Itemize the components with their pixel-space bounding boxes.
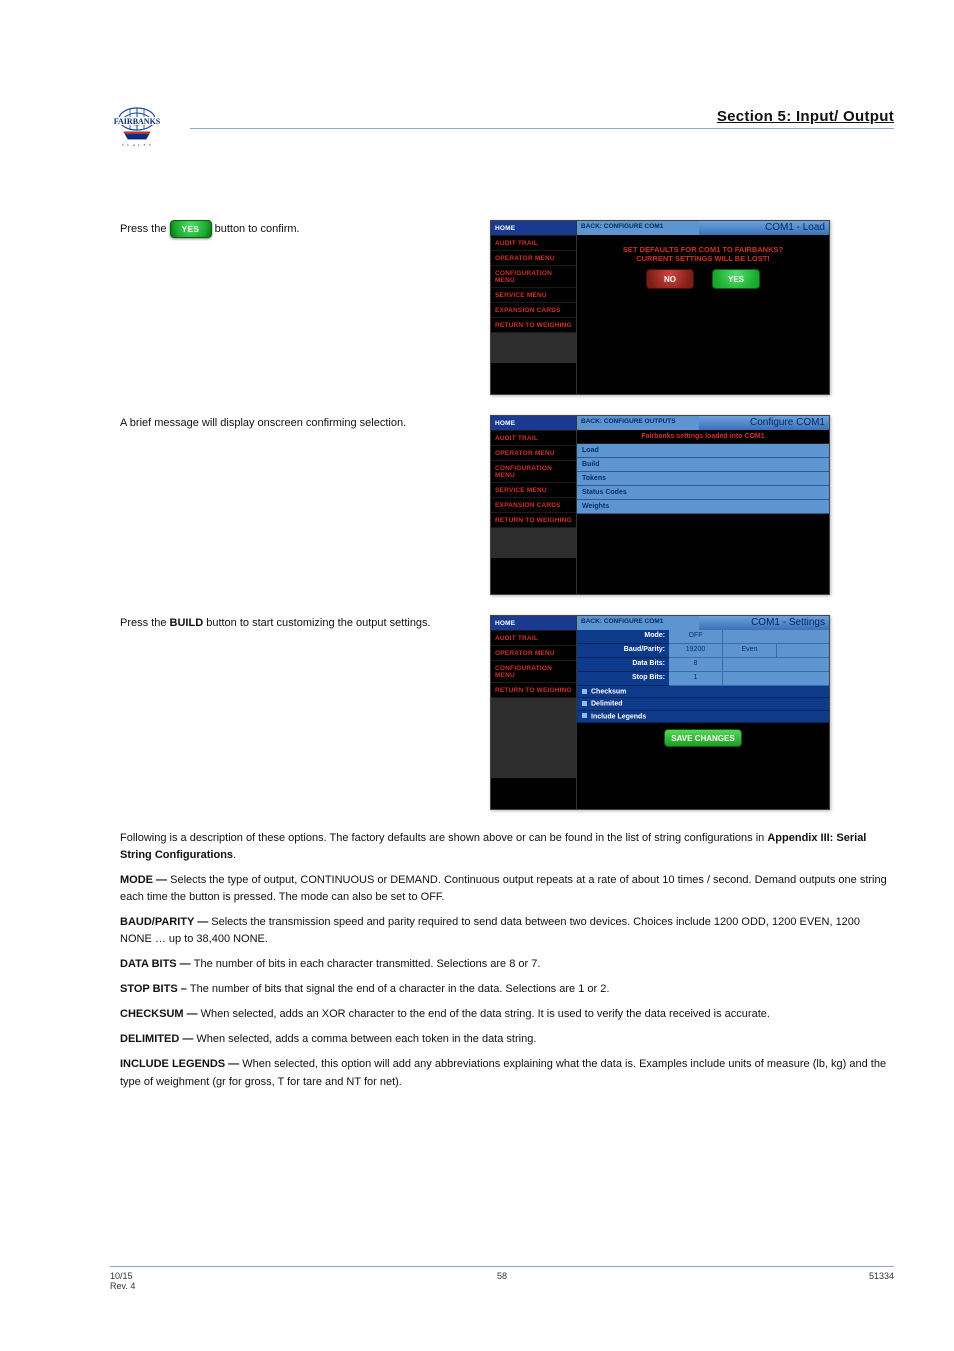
side-expansion[interactable]: EXPANSION CARDS [491,303,576,318]
side-config[interactable]: CONFIGURATION MENU [491,661,576,683]
side-operator[interactable]: OPERATOR MENU [491,251,576,266]
field-parity-value[interactable]: Even [723,644,777,658]
list-item-load[interactable]: Load [577,444,829,458]
screen-title: COM1 - Settings [699,616,829,630]
instruction-2: A brief message will display onscreen co… [120,415,490,432]
side-audit[interactable]: AUDIT TRAIL [491,431,576,446]
side-audit[interactable]: AUDIT TRAIL [491,631,576,646]
warn-line-2: CURRENT SETTINGS WILL BE LOST! [583,254,823,263]
device-screenshot-2: HOME AUDIT TRAIL OPERATOR MENU CONFIGURA… [490,415,830,595]
list-item-build[interactable]: Build [577,458,829,472]
list-item-status[interactable]: Status Codes [577,486,829,500]
side-expansion[interactable]: EXPANSION CARDS [491,498,576,513]
instruction-1-after: button to confirm. [215,223,300,235]
field-stopbits-value[interactable]: 1 [669,672,723,686]
check-delimited[interactable]: Delimited [577,698,829,710]
fairbanks-logo: FAIRBANKS S C A L E S [110,104,165,149]
footer-rev: Rev. 4 [110,1281,135,1291]
body-text: Following is a description of these opti… [120,830,894,1091]
save-changes-button[interactable]: SAVE CHANGES [664,729,741,747]
list-item-weights[interactable]: Weights [577,500,829,514]
side-home[interactable]: HOME [491,416,576,431]
field-databits-value[interactable]: 8 [669,658,723,672]
screen-title: Configure COM1 [699,416,829,430]
footer-date: 10/15 [110,1271,133,1281]
section-title: Section 5: Input/ Output [717,108,894,125]
instruction-1: Press the YES button to confirm. [120,220,490,238]
status-banner: Fairbanks settings loaded into COM1 [577,430,829,444]
footer-page: 58 [497,1271,507,1281]
warn-line-1: SET DEFAULTS FOR COM1 TO FAIRBANKS? [583,245,823,254]
side-return[interactable]: RETURN TO WEIGHING [491,683,576,698]
instruction-1-before: Press the [120,223,170,235]
back-button[interactable]: BACK: CONFIGURE COM1 [577,616,699,630]
side-service[interactable]: SERVICE MENU [491,288,576,303]
check-checksum[interactable]: Checksum [577,686,829,698]
yes-button[interactable]: YES [712,269,760,289]
list-item-tokens[interactable]: Tokens [577,472,829,486]
header-rule [190,128,894,129]
field-baud-label: Baud/Parity: [577,644,669,658]
field-baud-value[interactable]: 19200 [669,644,723,658]
yes-pill-icon: YES [170,220,212,238]
footer-doc: 51334 [869,1271,894,1281]
side-return[interactable]: RETURN TO WEIGHING [491,318,576,333]
svg-text:S C A L E S: S C A L E S [122,143,152,147]
device-screenshot-3: HOME AUDIT TRAIL OPERATOR MENU CONFIGURA… [490,615,830,810]
side-home[interactable]: HOME [491,221,576,236]
side-operator[interactable]: OPERATOR MENU [491,646,576,661]
field-databits-label: Data Bits: [577,658,669,672]
side-service[interactable]: SERVICE MENU [491,483,576,498]
field-mode-value[interactable]: OFF [669,630,723,644]
no-button[interactable]: NO [646,269,694,289]
screen-title: COM1 - Load [699,221,829,235]
side-operator[interactable]: OPERATOR MENU [491,446,576,461]
side-config[interactable]: CONFIGURATION MENU [491,461,576,483]
side-audit[interactable]: AUDIT TRAIL [491,236,576,251]
back-button[interactable]: BACK: CONFIGURE OUTPUTS [577,416,699,430]
check-legends[interactable]: Include Legends [577,711,829,723]
side-config[interactable]: CONFIGURATION MENU [491,266,576,288]
back-button[interactable]: BACK: CONFIGURE COM1 [577,221,699,235]
svg-text:FAIRBANKS: FAIRBANKS [114,117,161,126]
side-return[interactable]: RETURN TO WEIGHING [491,513,576,528]
side-home[interactable]: HOME [491,616,576,631]
device-screenshot-1: HOME AUDIT TRAIL OPERATOR MENU CONFIGURA… [490,220,830,395]
instruction-3: Press the BUILD button to start customiz… [120,615,490,632]
page-footer: 10/15 58 51334 Rev. 4 [110,1266,894,1291]
field-mode-label: Mode: [577,630,669,644]
field-stopbits-label: Stop Bits: [577,672,669,686]
